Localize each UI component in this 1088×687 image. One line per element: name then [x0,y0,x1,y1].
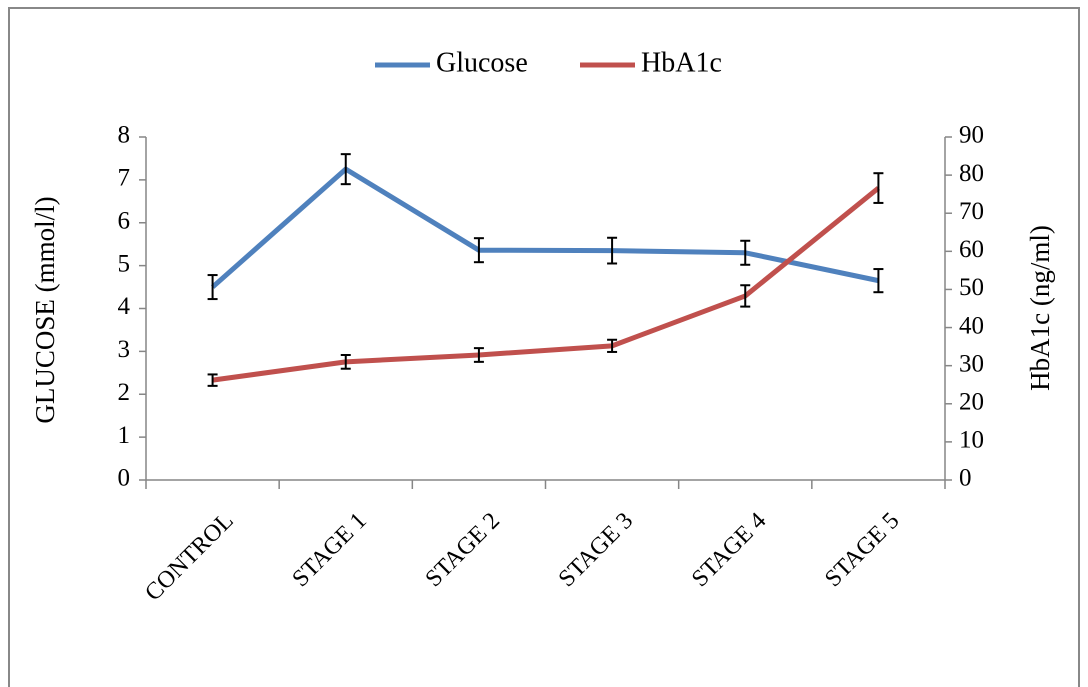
y-tick-label: 8 [118,122,131,149]
error-bar [873,268,884,294]
y-tick-label: 2 [118,379,131,406]
chart-border [8,7,1080,687]
series-line [212,186,880,383]
y2-tick-label: 60 [959,236,984,263]
y2-tick-label: 50 [959,274,984,301]
y2-tick-label: 20 [959,389,984,416]
y-tick-label: 6 [118,207,131,234]
series-line [210,166,879,289]
y2-tick-label: 70 [959,198,984,225]
y2-tick-label: 40 [959,312,984,339]
y2-tick-label: 30 [959,350,984,377]
y-tick-label: 4 [118,293,131,320]
y2-tick-label: 80 [959,160,984,187]
y-tick-label: 1 [118,422,131,449]
y2-tick-label: 90 [959,122,984,149]
error-bar [473,347,484,363]
error-bar [340,353,351,370]
y2-tick-label: 0 [959,465,972,492]
error-bar [607,338,618,353]
error-bar [740,284,751,308]
error-bar [607,236,618,265]
error-bar [207,373,218,387]
error-bar [207,274,218,301]
error-bar [340,153,351,186]
y-tick-label: 3 [118,336,131,363]
legend-label: Glucose [436,47,528,78]
y-tick-label: 0 [118,465,131,492]
y-axis-title: GLUCOSE (mmol/l) [30,196,60,423]
legend-label: HbA1c [641,47,722,78]
y-tick-label: 5 [118,250,131,277]
y2-tick-label: 10 [959,427,984,454]
error-bar [473,237,484,264]
y2-axis-title: HbA1c (ng/ml) [1025,225,1055,391]
y-tick-label: 7 [118,165,131,192]
error-bar [740,239,751,266]
error-bar [873,172,884,204]
